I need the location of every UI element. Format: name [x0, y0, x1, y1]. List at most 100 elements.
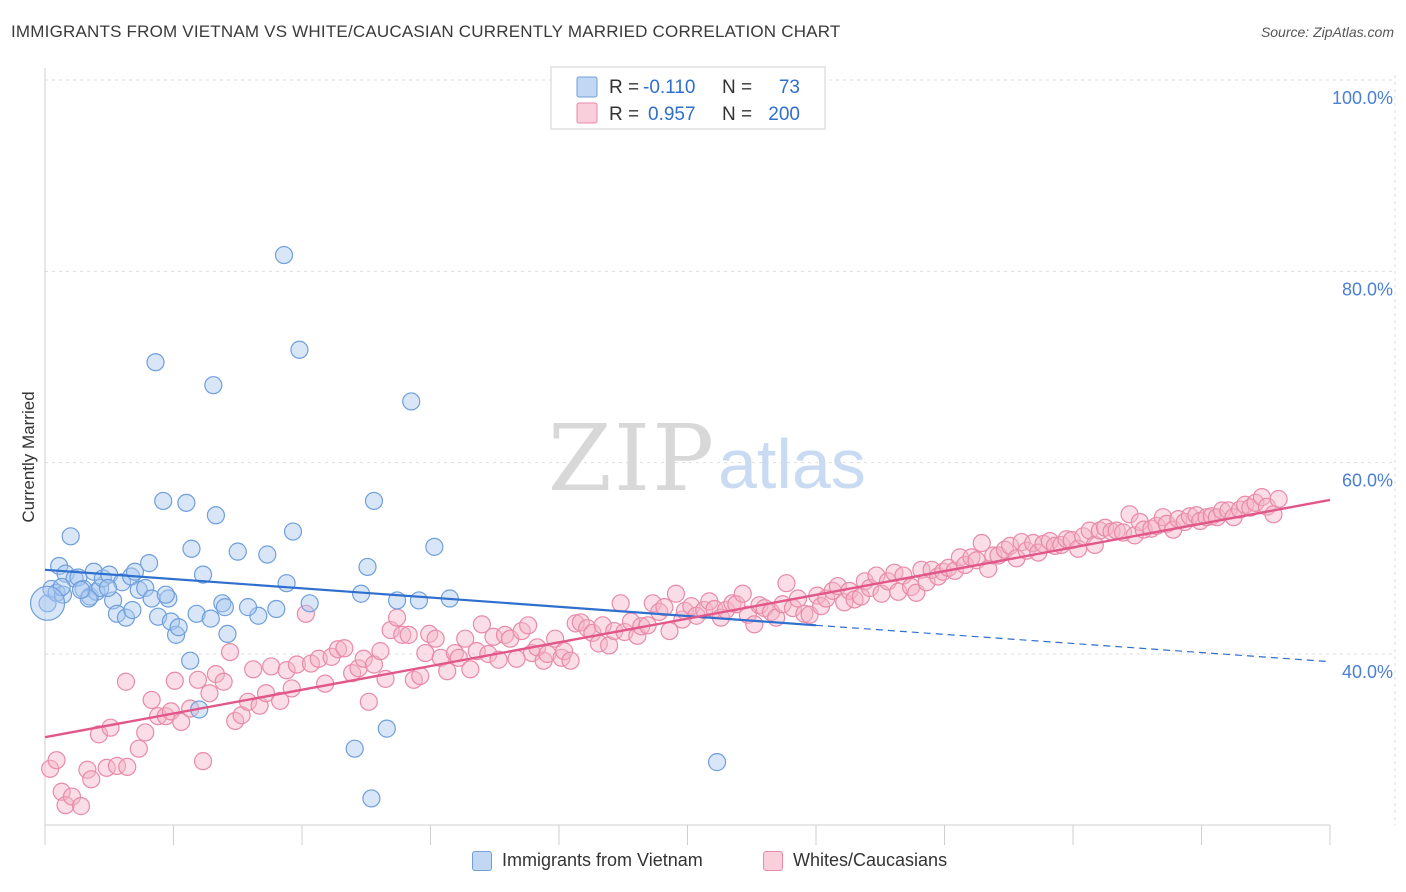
point-whites — [835, 593, 854, 612]
point-vietnam — [364, 491, 384, 511]
point-vietnam — [215, 598, 234, 617]
point-whites — [296, 604, 315, 623]
y-tick-label: 60.0% — [1342, 471, 1393, 491]
point-vietnam — [290, 340, 309, 359]
legend-swatch-pink — [576, 102, 598, 124]
point-whites — [416, 643, 435, 663]
point-vietnam — [277, 574, 296, 593]
y-tick-label: 100.0% — [1332, 88, 1393, 108]
point-whites — [461, 660, 480, 679]
point-whites — [733, 584, 752, 603]
point-vietnam — [71, 580, 91, 600]
source-label: Source: ZipAtlas.com — [1260, 24, 1394, 40]
point-vietnam — [204, 376, 223, 395]
point-whites — [561, 651, 580, 670]
point-whites — [52, 782, 71, 801]
legend-r-value: -0.110 — [643, 77, 695, 98]
data-points — [29, 245, 1288, 816]
point-vietnam — [238, 598, 258, 617]
legend-swatch-vietnam — [472, 850, 492, 871]
bottom-legend: Immigrants from Vietnam Whites/Caucasian… — [0, 850, 1406, 880]
point-whites — [371, 642, 390, 661]
point-whites — [47, 751, 66, 770]
point-whites — [655, 598, 674, 617]
point-whites — [287, 655, 306, 674]
legend-item-vietnam[interactable]: Immigrants from Vietnam — [472, 850, 703, 871]
point-whites — [354, 649, 373, 668]
point-whites — [193, 752, 213, 771]
point-vietnam — [377, 719, 396, 738]
point-vietnam — [201, 609, 220, 628]
point-whites — [795, 604, 814, 623]
point-whites — [282, 679, 301, 698]
point-whites — [555, 642, 574, 661]
legend-r-value: 0.957 — [648, 104, 696, 125]
point-whites — [472, 615, 491, 634]
point-vietnam — [129, 580, 148, 600]
point-vietnam — [402, 392, 421, 411]
point-whites — [78, 760, 97, 779]
point-vietnam — [707, 753, 727, 772]
point-vietnam — [123, 600, 142, 620]
point-whites — [566, 614, 585, 633]
point-whites — [507, 649, 526, 668]
legend-n-label: N = — [722, 77, 752, 98]
point-vietnam — [300, 594, 319, 613]
y-tick-label: 80.0% — [1342, 279, 1393, 299]
point-vietnam — [345, 739, 364, 758]
point-whites — [118, 757, 137, 776]
point-vietnam — [362, 789, 381, 808]
point-vietnam — [267, 599, 286, 619]
legend-r-label: R = — [609, 77, 639, 98]
axes — [44, 68, 1331, 845]
point-vietnam — [358, 557, 377, 577]
point-whites — [71, 797, 91, 816]
point-vietnam — [169, 618, 188, 637]
legend-box: R = -0.110 N = 73 R = 0.957 N = 200 — [550, 66, 826, 130]
legend-label-whites: Whites/Caucasians — [793, 850, 948, 870]
point-whites — [136, 723, 155, 742]
point-vietnam — [187, 604, 206, 623]
point-whites — [220, 642, 240, 662]
scatter-chart: ZIP atlas 40.0%60.0%80.0%100.0% 0.0%100.… — [19, 66, 1396, 845]
point-whites — [142, 690, 161, 710]
point-vietnam — [98, 578, 118, 598]
point-whites — [393, 625, 412, 644]
point-whites — [745, 615, 764, 634]
y-axis-label: Currently Married — [19, 391, 38, 522]
point-vietnam — [193, 565, 213, 584]
point-vietnam — [206, 506, 226, 525]
trend-line-vietnam-extension — [815, 624, 1331, 663]
point-whites — [972, 533, 991, 553]
point-whites — [519, 616, 538, 635]
watermark: ZIP atlas — [548, 405, 866, 512]
point-whites — [666, 584, 686, 603]
trend-line-whites — [44, 498, 1331, 739]
point-whites — [188, 670, 208, 689]
point-whites — [271, 691, 290, 710]
trend-lines — [44, 498, 1331, 739]
point-vietnam — [228, 542, 247, 561]
point-whites — [467, 642, 486, 661]
point-whites — [244, 660, 263, 679]
point-whites — [984, 546, 1003, 565]
point-whites — [101, 718, 120, 737]
point-vietnam — [154, 491, 173, 511]
point-whites — [328, 640, 348, 659]
watermark-zip: ZIP — [548, 405, 716, 512]
legend-n-value: 200 — [768, 104, 800, 125]
point-vietnam — [38, 594, 57, 613]
point-whites — [206, 664, 226, 684]
legend-item-whites[interactable]: Whites/Caucasians — [763, 850, 947, 871]
point-whites — [335, 639, 354, 658]
point-whites — [129, 739, 148, 758]
point-vietnam — [139, 554, 159, 573]
point-vietnam — [181, 651, 200, 670]
point-whites — [349, 659, 368, 678]
y-tick-labels: 40.0% 60.0% 80.0% 100.0% — [1332, 88, 1393, 682]
legend-swatch-whites — [763, 850, 783, 871]
legend-swatch-blue — [576, 76, 598, 98]
point-vietnam — [146, 353, 165, 372]
legend-label-vietnam: Immigrants from Vietnam — [502, 850, 703, 870]
point-whites — [165, 671, 184, 690]
